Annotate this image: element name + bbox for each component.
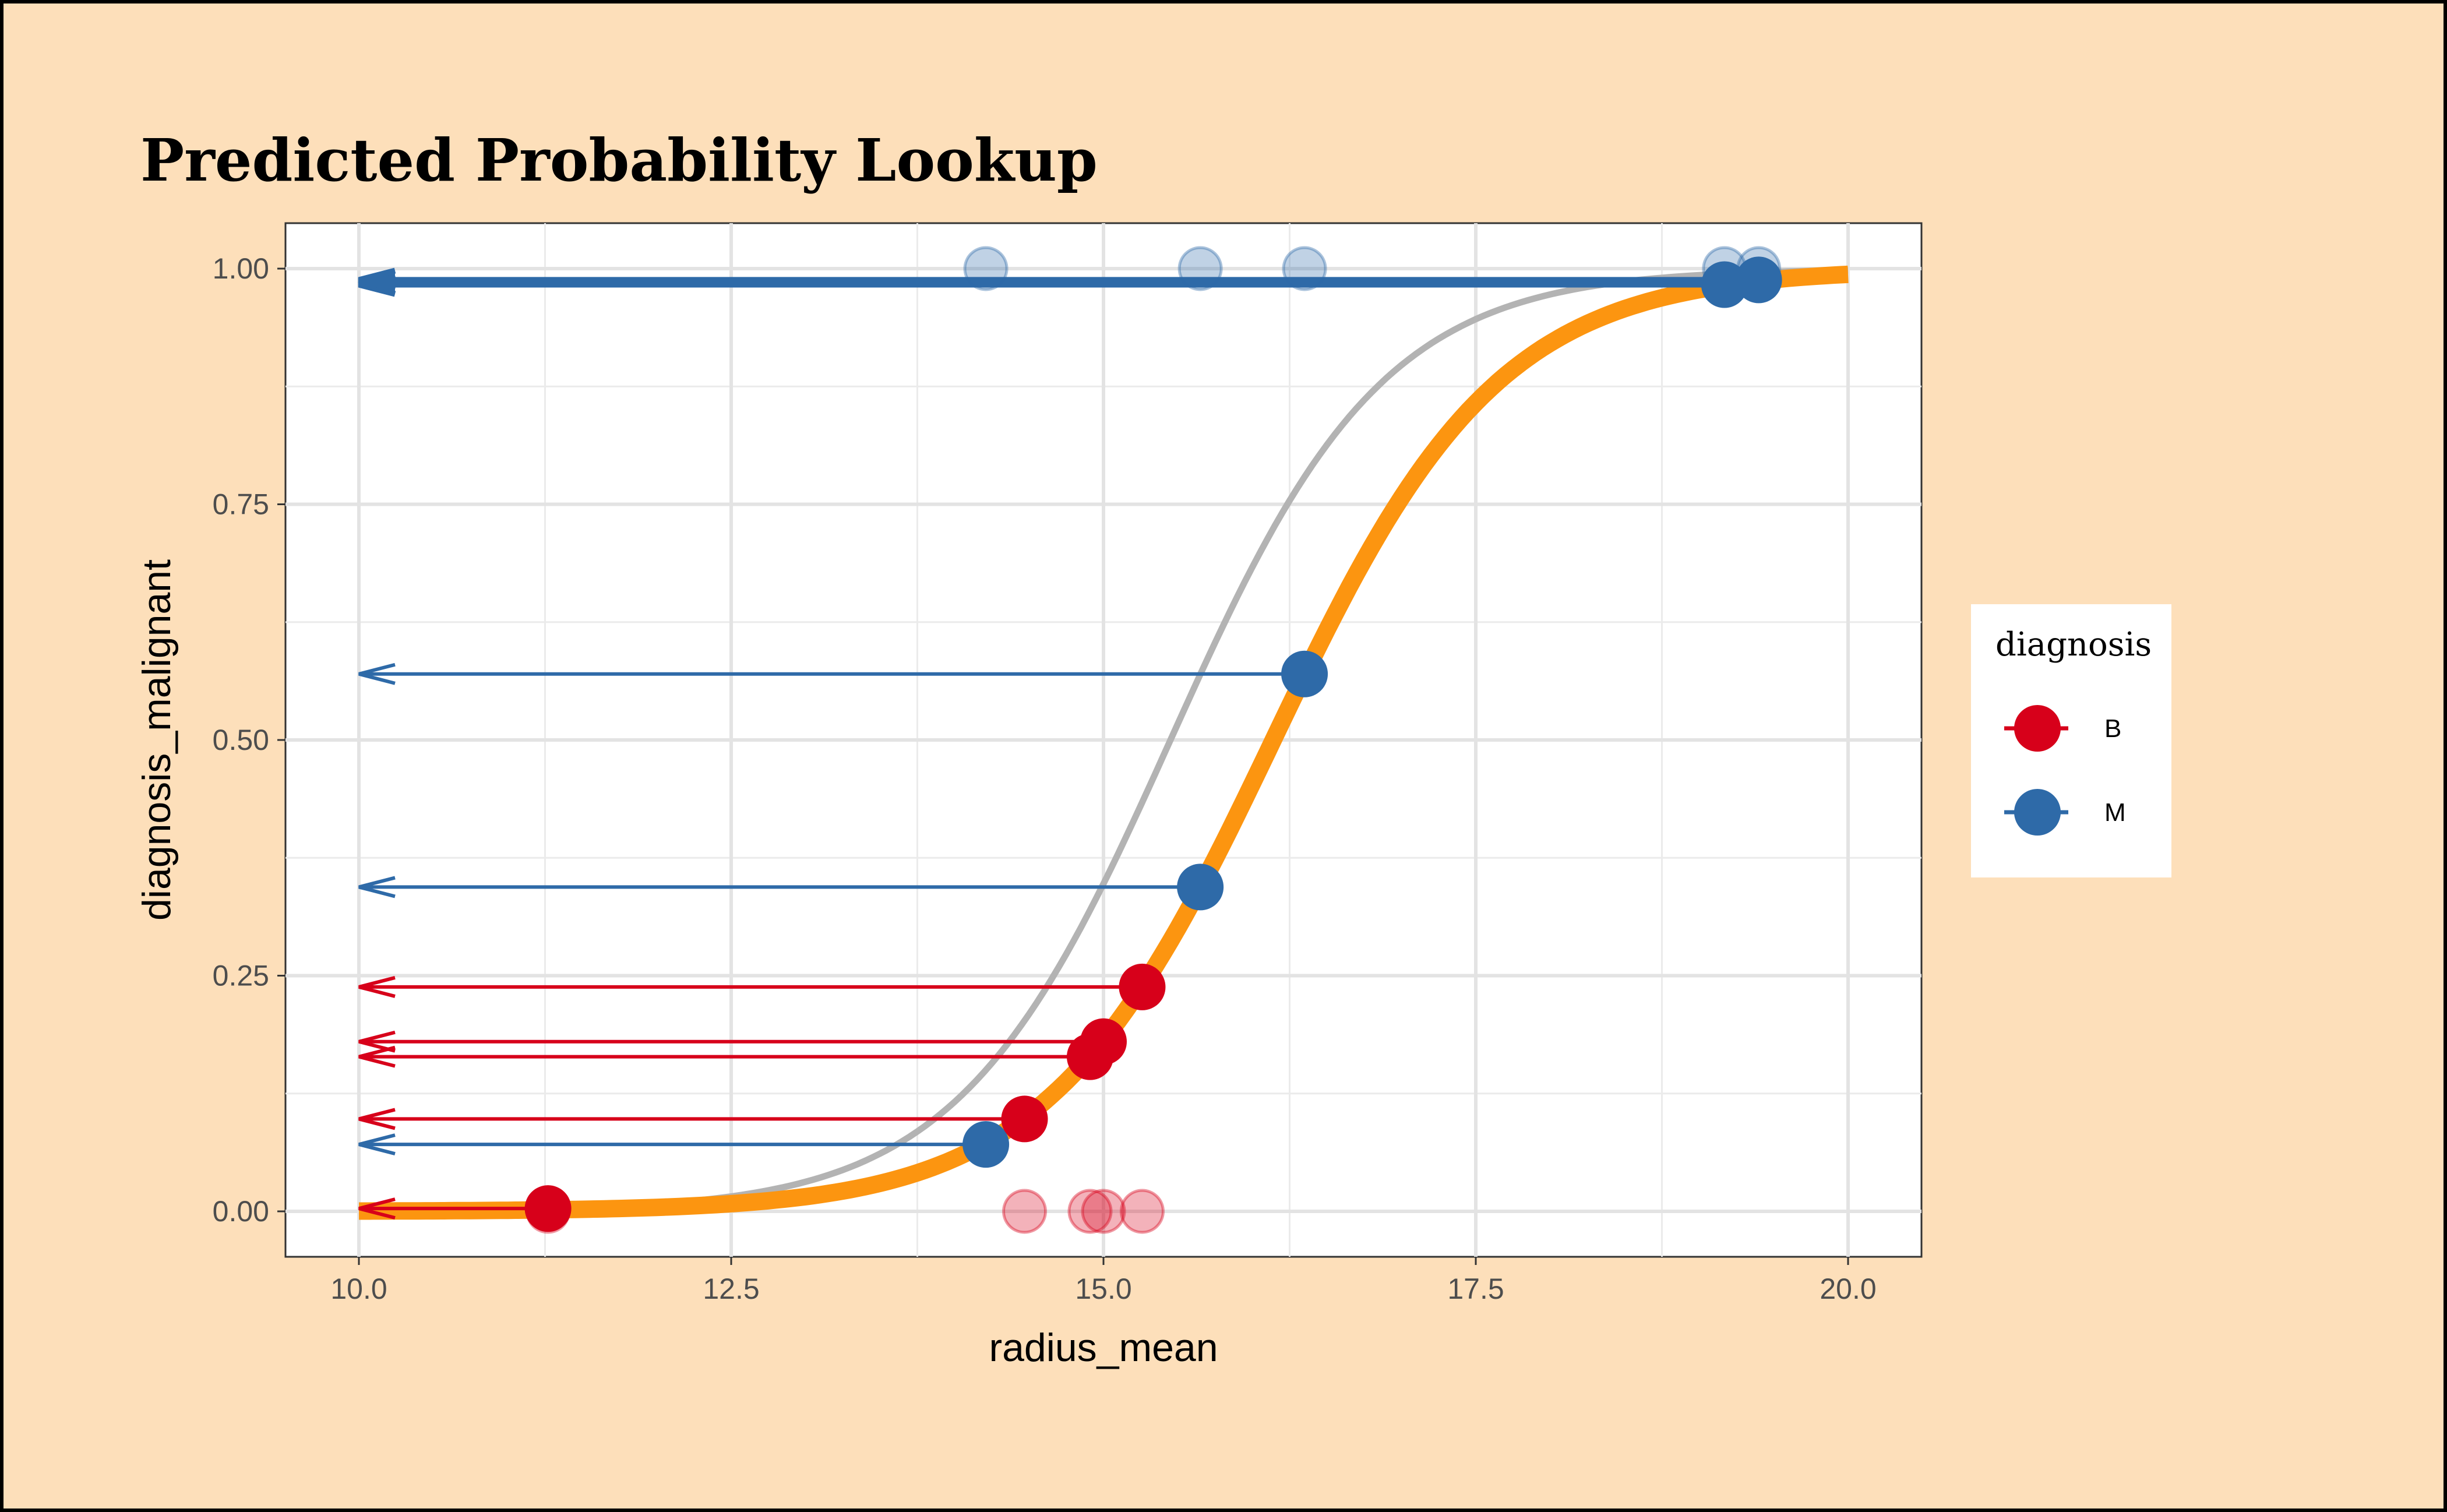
x-axis-title: radius_mean xyxy=(989,1326,1218,1370)
x-tick-label: 15.0 xyxy=(1075,1273,1131,1305)
x-tick-label: 12.5 xyxy=(703,1273,759,1305)
x-tick-label: 17.5 xyxy=(1447,1273,1504,1305)
y-tick-label: 0.50 xyxy=(213,724,269,756)
lookup-arrows xyxy=(358,267,1759,1220)
observed-point xyxy=(1081,1189,1126,1234)
arrow-head xyxy=(358,976,396,998)
arrow-head xyxy=(358,1045,396,1068)
predicted-point-b xyxy=(1001,1095,1048,1143)
observed-point xyxy=(1119,1189,1165,1234)
arrow-head xyxy=(358,1108,396,1130)
y-tick-label: 0.75 xyxy=(213,488,269,521)
legend-label-m: M xyxy=(2104,798,2126,827)
predicted-point-m xyxy=(1281,650,1328,697)
legend-label-b: B xyxy=(2104,714,2121,743)
grid xyxy=(285,223,1921,1257)
predicted-point-m xyxy=(1701,261,1748,308)
arrow-head xyxy=(358,662,396,685)
y-tick-label: 0.25 xyxy=(213,960,269,992)
predicted-point-b xyxy=(524,1185,572,1232)
x-tick-label: 10.0 xyxy=(330,1273,387,1305)
y-tick-label: 0.00 xyxy=(213,1195,269,1228)
legend-box xyxy=(1971,604,2171,877)
predicted-point-m xyxy=(1177,864,1224,911)
observed-point xyxy=(1067,1189,1113,1234)
legend-title: diagnosis xyxy=(1995,626,2152,664)
legend-key-m xyxy=(2004,789,2068,836)
legend: diagnosis B M xyxy=(1971,604,2171,877)
predicted-points xyxy=(524,256,1782,1232)
observed-point xyxy=(1002,1189,1048,1234)
predicted-point-m xyxy=(962,1121,1010,1168)
arrow-head xyxy=(358,267,396,292)
y-tick-label: 1.00 xyxy=(213,252,269,285)
x-tick-label: 20.0 xyxy=(1820,1273,1876,1305)
y-axis-title: diagnosis_malignant xyxy=(135,559,179,921)
axis-ticks: 10.0 12.5 15.0 17.5 20.0 0.00 0.25 0.50 0.75 1.00 xyxy=(213,252,1877,1305)
predicted-point-b xyxy=(1080,1018,1127,1065)
chart-title: Predicted Probability Lookup xyxy=(140,126,1098,195)
arrow-head xyxy=(358,1133,396,1156)
observed-point xyxy=(1177,246,1223,291)
observed-point xyxy=(1282,246,1327,291)
arrow-head xyxy=(358,1030,396,1053)
legend-key-b xyxy=(2004,705,2068,752)
arrow-head xyxy=(358,1197,396,1220)
arrow-head xyxy=(358,876,396,898)
observed-point xyxy=(963,246,1009,291)
predicted-point-m xyxy=(1735,256,1782,304)
predicted-point-b xyxy=(1119,963,1166,1010)
